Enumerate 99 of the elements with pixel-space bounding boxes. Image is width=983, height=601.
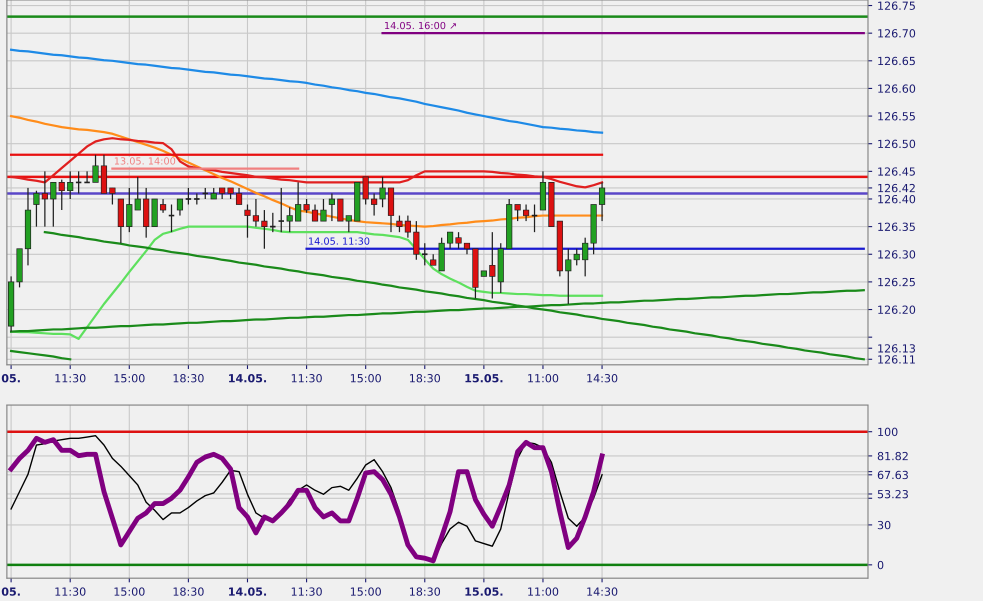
candlestick bbox=[396, 214, 403, 233]
x-tick-label: 15:00 bbox=[114, 587, 145, 596]
y-tick-label: 126.42 bbox=[878, 184, 915, 192]
candlestick bbox=[598, 182, 606, 222]
candlestick bbox=[236, 187, 242, 206]
candlestick bbox=[489, 232, 496, 300]
candlestick bbox=[219, 187, 226, 200]
x-tick-label: 15:00 bbox=[350, 587, 381, 596]
y-tick-label: 126.65 bbox=[878, 56, 915, 66]
y-tick-label: 126.70 bbox=[878, 29, 916, 38]
candlestick bbox=[312, 204, 318, 222]
x-tick-label: 11:00 bbox=[528, 374, 558, 382]
candlestick bbox=[464, 242, 470, 255]
candlestick bbox=[84, 170, 91, 184]
candlestick bbox=[75, 170, 82, 194]
x-tick-label: 15:00 bbox=[350, 374, 381, 382]
x-tick-label: 05. bbox=[2, 374, 20, 382]
candlestick bbox=[320, 198, 327, 222]
candlestick bbox=[269, 212, 276, 233]
x-tick-label: 15:00 bbox=[114, 374, 145, 382]
candlestick bbox=[193, 192, 200, 206]
y-tick-label: 126.20 bbox=[878, 306, 916, 314]
y-tick-label: 126.13 bbox=[878, 344, 916, 353]
series-label: 13.05. 14:00 bbox=[114, 157, 176, 165]
x-tick-label: 18:30 bbox=[410, 587, 440, 596]
series-label: 14.05. 11:30 bbox=[309, 237, 370, 245]
candlestick bbox=[134, 176, 141, 211]
candlestick bbox=[92, 154, 99, 184]
candlestick bbox=[252, 198, 260, 228]
candlestick bbox=[582, 237, 588, 277]
candlestick bbox=[33, 190, 40, 228]
x-tick-label: 14.05. bbox=[229, 374, 266, 382]
candlestick bbox=[522, 204, 530, 222]
series-label: 14.05. 16:00 ↗ bbox=[385, 22, 456, 30]
candlestick bbox=[176, 198, 184, 216]
candlestick bbox=[447, 232, 454, 250]
y-tick-label: 126.35 bbox=[878, 222, 915, 231]
candlestick bbox=[574, 248, 580, 266]
candlestick bbox=[295, 182, 302, 222]
y-tick-label: 126.30 bbox=[878, 250, 916, 259]
y-tick-label: 126.55 bbox=[878, 112, 915, 120]
y-tick-label: 126.45 bbox=[878, 167, 915, 176]
x-tick-label: 15.05. bbox=[465, 587, 502, 596]
candlestick bbox=[67, 170, 74, 200]
x-tick-label: 18:30 bbox=[410, 374, 440, 382]
candlestick bbox=[261, 209, 268, 250]
y-tick-label: 126.75 bbox=[878, 2, 915, 10]
x-tick-label: 14.05. bbox=[229, 587, 266, 596]
candlestick bbox=[109, 187, 116, 206]
candlestick bbox=[50, 182, 56, 228]
y-tick-label: 67.63 bbox=[878, 470, 908, 480]
line-series bbox=[10, 226, 604, 340]
candlestick bbox=[244, 204, 251, 238]
candlestick bbox=[210, 187, 217, 200]
candlestick bbox=[565, 248, 572, 305]
y-tick-label: 126.60 bbox=[878, 84, 916, 93]
x-tick-label: 14:30 bbox=[587, 374, 618, 382]
x-tick-label: 15.05. bbox=[465, 374, 502, 382]
candlestick bbox=[530, 204, 538, 233]
x-tick-label: 11:30 bbox=[55, 374, 86, 382]
x-tick-label: 11:30 bbox=[55, 587, 86, 596]
y-tick-label: 30 bbox=[878, 520, 890, 530]
candlestick bbox=[514, 204, 521, 222]
line-series bbox=[10, 48, 604, 134]
candlestick bbox=[430, 254, 436, 266]
y-tick-label: 100 bbox=[878, 428, 898, 436]
x-tick-label: 11:30 bbox=[292, 374, 322, 382]
candlestick bbox=[421, 242, 428, 266]
candlestick bbox=[379, 176, 386, 208]
candlestick bbox=[184, 187, 192, 206]
x-tick-label: 11:30 bbox=[292, 587, 322, 596]
y-tick-label: 126.11 bbox=[878, 355, 915, 364]
candlestick bbox=[278, 187, 285, 233]
candlestick bbox=[346, 214, 352, 233]
candlestick bbox=[413, 220, 420, 260]
y-tick-label: 126.25 bbox=[878, 278, 915, 286]
candlestick bbox=[168, 204, 176, 233]
candlestick bbox=[202, 187, 209, 200]
x-tick-label: 14:30 bbox=[587, 587, 618, 596]
candlestick bbox=[455, 232, 462, 250]
x-tick-label: 18:30 bbox=[174, 374, 204, 382]
line-series bbox=[10, 350, 72, 360]
candlestick bbox=[328, 192, 335, 222]
candlestick bbox=[126, 187, 132, 233]
x-tick-label: 11:00 bbox=[528, 587, 558, 596]
x-tick-label: 18:30 bbox=[174, 587, 204, 596]
candlestick bbox=[404, 214, 411, 238]
candlestick bbox=[286, 206, 293, 233]
candlestick bbox=[303, 198, 310, 214]
candlestick bbox=[160, 198, 166, 214]
y-tick-label: 81.82 bbox=[878, 452, 908, 460]
y-tick-label: 126.50 bbox=[878, 140, 916, 148]
y-tick-label: 126.40 bbox=[878, 194, 916, 204]
candlestick bbox=[337, 198, 344, 222]
y-tick-label: 0 bbox=[878, 560, 884, 570]
y-tick-label: 53.23 bbox=[878, 490, 908, 498]
x-tick-label: 05. bbox=[2, 587, 20, 596]
candlestick bbox=[228, 187, 234, 200]
candlestick bbox=[371, 192, 378, 216]
